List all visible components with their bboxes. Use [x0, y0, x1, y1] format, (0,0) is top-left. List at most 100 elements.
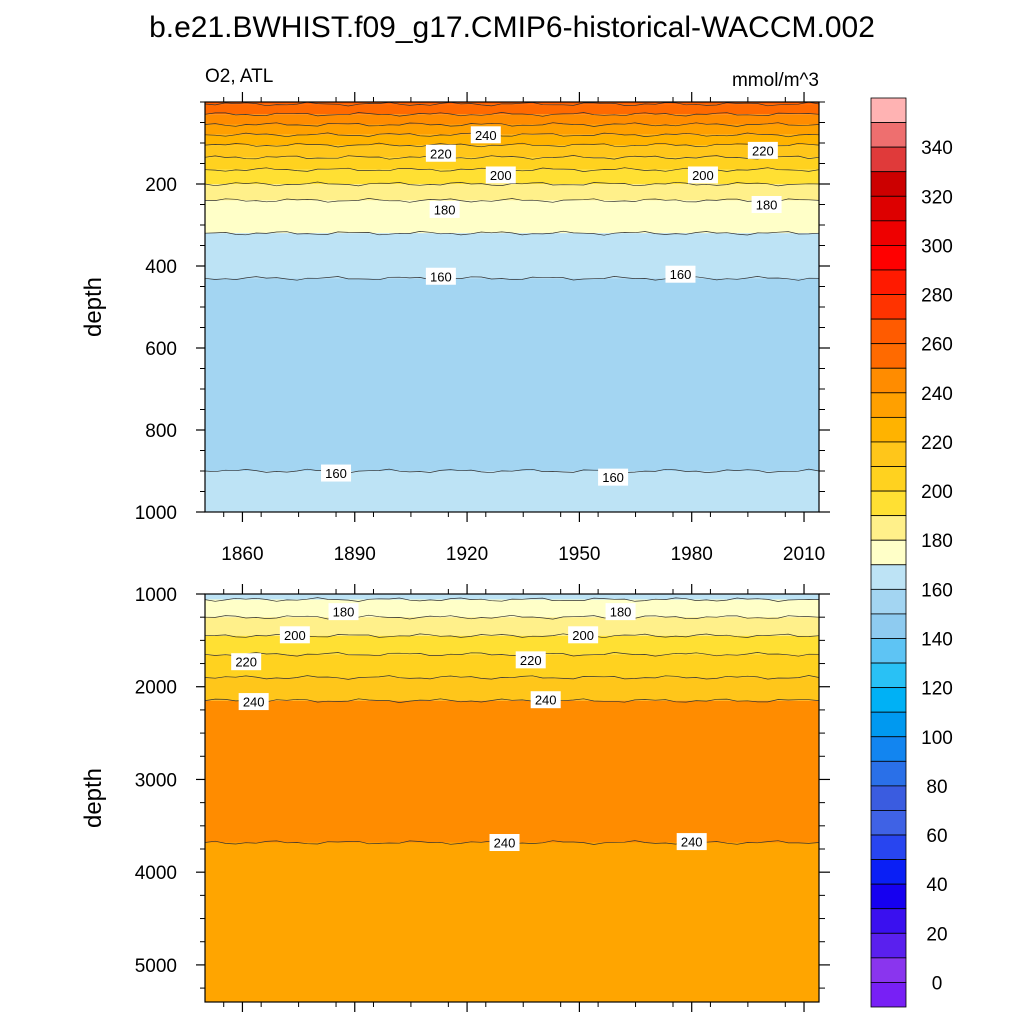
colorbar-swatch — [870, 416, 907, 443]
contour-label: 220 — [235, 655, 257, 670]
contour-band — [205, 200, 819, 234]
contour-label: 180 — [333, 605, 355, 620]
colorbar-label: 100 — [921, 728, 953, 749]
y-tick-label: 400 — [145, 257, 177, 278]
contour-line — [204, 675, 820, 680]
colorbar: 3403203002802602402202001801601401201008… — [870, 97, 953, 1008]
contour-label-box — [489, 834, 520, 852]
colorbar-swatch — [870, 146, 907, 173]
contour-label-box — [568, 626, 599, 644]
colorbar-swatch — [870, 97, 907, 123]
y-tick-label: 4000 — [135, 863, 177, 884]
x-tick-label: 1920 — [446, 544, 488, 565]
top-contour-labels: 240 220 220 200 200 180 180 160 160 160 160 — [321, 126, 782, 486]
bottom-y-axis-label: depth — [80, 768, 107, 828]
contour-line — [204, 230, 820, 236]
colorbar-label: 260 — [921, 335, 953, 356]
colorbar-swatches — [870, 97, 907, 1008]
contour-label-box — [598, 468, 629, 486]
contour-label: 200 — [284, 628, 306, 643]
contour-line — [204, 142, 820, 148]
contour-label: 240 — [681, 835, 703, 850]
colorbar-swatch — [870, 539, 907, 566]
contour-label-box — [605, 603, 636, 621]
contour-band — [205, 700, 819, 843]
colorbar-swatch — [870, 269, 907, 295]
y-tick-label: 1000 — [135, 503, 177, 524]
contour-label: 160 — [430, 269, 452, 284]
contour-band — [205, 677, 819, 701]
colorbar-label: 20 — [926, 924, 947, 945]
colorbar-swatch — [870, 785, 907, 811]
colorbar-label: 320 — [921, 187, 953, 208]
colorbar-label: 80 — [926, 777, 947, 798]
contour-label-box — [470, 126, 501, 144]
contour-band — [205, 599, 819, 618]
colorbar-swatch — [870, 294, 907, 320]
contour-line — [204, 276, 820, 281]
contour-label-box — [279, 626, 310, 644]
contour-label-box — [328, 603, 359, 621]
contour-label: 200 — [692, 168, 714, 183]
colorbar-swatch — [870, 687, 907, 713]
contour-band — [205, 104, 819, 115]
colorbar-swatch — [870, 195, 907, 222]
contour-label: 220 — [520, 653, 542, 668]
contour-band — [205, 842, 819, 1002]
contour-band — [205, 635, 819, 655]
contour-label-box — [515, 651, 546, 669]
contour-label: 200 — [490, 168, 512, 183]
colorbar-swatch — [870, 760, 907, 787]
bottom-axis-ticks: 1000 2000 3000 4000 5000 — [135, 584, 830, 1012]
contour-label-box — [665, 265, 696, 283]
top-right-label: mmol/m^3 — [732, 70, 819, 91]
contour-label: 200 — [572, 628, 594, 643]
colorbar-label: 0 — [932, 973, 943, 994]
y-tick-label: 2000 — [135, 678, 177, 699]
colorbar-swatch — [870, 957, 907, 983]
bottom-plot-frame — [204, 593, 820, 1003]
colorbar-swatch — [870, 122, 907, 148]
colorbar-swatch — [870, 613, 907, 639]
y-tick-label: 200 — [145, 175, 177, 196]
contour-band — [205, 184, 819, 201]
contour-band — [205, 124, 819, 135]
contour-line — [204, 155, 820, 160]
contour-line — [204, 652, 820, 657]
y-tick-label: 1000 — [135, 585, 177, 606]
contour-label-box — [425, 144, 456, 162]
contour-line — [204, 198, 820, 203]
contour-label: 240 — [475, 128, 497, 143]
colorbar-swatch — [870, 736, 907, 762]
colorbar-label: 280 — [921, 286, 953, 307]
top-left-label: O2, ATL — [205, 66, 273, 87]
contour-band — [205, 145, 819, 158]
contour-band — [205, 157, 819, 170]
colorbar-swatch — [870, 515, 907, 541]
contour-label: 160 — [602, 470, 624, 485]
colorbar-label: 240 — [921, 384, 953, 405]
colorbar-swatch — [870, 859, 907, 885]
contour-label: 180 — [610, 605, 632, 620]
contour-line — [204, 597, 820, 602]
contour-line — [204, 468, 820, 474]
contour-line — [204, 614, 820, 620]
contour-label-box — [676, 833, 707, 851]
bottom-panel: 180 180 200 200 220 220 240 240 240 240 1000 2000 3… — [80, 584, 830, 1012]
contour-label-box — [238, 693, 269, 711]
contour-label-box — [747, 141, 778, 159]
contour-label: 160 — [670, 267, 692, 282]
contour-band — [205, 134, 819, 146]
contour-band — [205, 102, 819, 105]
top-contour-fill — [205, 102, 819, 512]
colorbar-swatch — [870, 171, 907, 197]
colorbar-label: 200 — [921, 482, 953, 503]
contour-label-box — [321, 464, 352, 482]
contour-label: 160 — [325, 466, 347, 481]
contour-line — [204, 122, 820, 127]
y-tick-label: 3000 — [135, 770, 177, 791]
contour-line — [204, 698, 820, 703]
colorbar-labels: 3403203002802602402202001801601401201008… — [921, 138, 953, 994]
contour-label-box — [687, 166, 718, 184]
